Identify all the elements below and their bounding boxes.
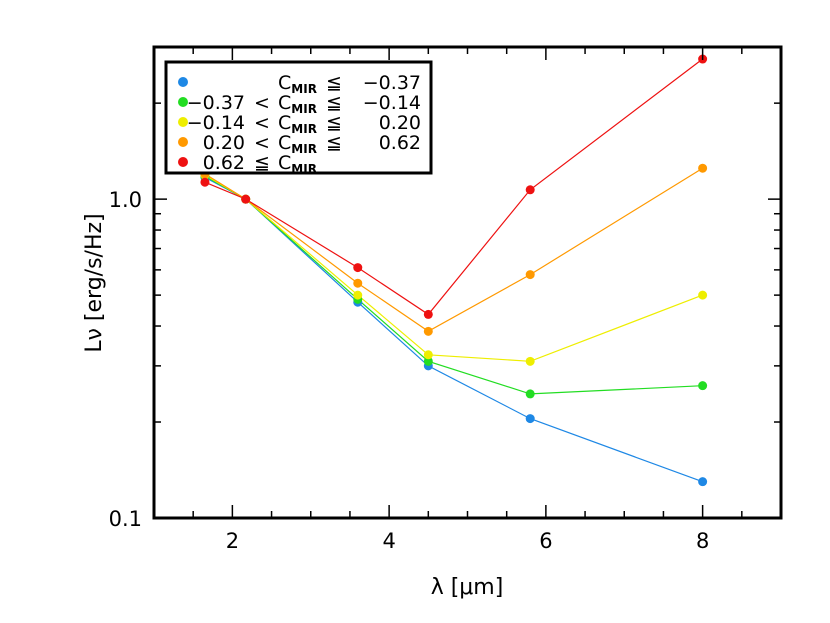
legend-operator: <	[254, 112, 270, 134]
legend: CMIR ≦ −0.37−0.37 < CMIR ≦ −0.14−0.14 < CMIR ≦ 0.2…	[164, 60, 433, 176]
data-point	[200, 177, 210, 187]
legend-operator: ≦	[254, 152, 270, 174]
legend-lower-bound: 0.62	[203, 152, 245, 174]
plot-frame	[152, 45, 783, 520]
y-tick-label: 1.0	[109, 188, 142, 212]
legend-operator: ≦	[326, 132, 342, 154]
legend-symbol-subscript: MIR	[291, 102, 317, 116]
data-point	[423, 326, 433, 336]
series-line	[204, 176, 703, 483]
data-point	[353, 278, 363, 288]
data-point	[353, 263, 363, 273]
x-tick-label: 4	[382, 529, 395, 553]
legend-upper-bound: −0.37	[363, 72, 421, 94]
legend-lower-bound: −0.14	[187, 112, 245, 134]
data-point	[423, 350, 433, 360]
data-point	[525, 356, 535, 366]
legend-marker	[178, 117, 188, 127]
data-point	[698, 381, 708, 391]
x-tick-label: 8	[696, 529, 709, 553]
data-point	[698, 290, 708, 300]
legend-symbol-subscript: MIR	[291, 122, 317, 136]
data-point	[423, 309, 433, 319]
data-point	[525, 270, 535, 280]
legend-upper-bound: −0.14	[363, 92, 421, 114]
legend-symbol-subscript: MIR	[291, 162, 317, 176]
series-line	[204, 58, 703, 316]
data-point	[698, 477, 708, 487]
legend-operator: ≦	[326, 112, 342, 134]
tick-labels-layer: 2 4 6 8 0.1 1.0	[109, 188, 710, 553]
x-axis-label: λ [μm]	[431, 575, 504, 600]
data-point	[353, 290, 363, 300]
y-tick-label: 0.1	[109, 507, 142, 531]
legend-upper-bound: 0.20	[379, 112, 421, 134]
x-tick-label: 2	[226, 529, 239, 553]
legend-symbol-subscript: MIR	[291, 82, 317, 96]
y-axis-label: Lν [erg/s/Hz]	[82, 213, 107, 352]
legend-lower-bound: −0.37	[187, 92, 245, 114]
legend-marker	[178, 137, 188, 147]
legend-operator: ≦	[326, 72, 342, 94]
data-point	[423, 356, 433, 366]
data-point	[241, 194, 251, 204]
legend-marker	[178, 77, 188, 87]
data-point	[525, 389, 535, 399]
series-line	[204, 167, 703, 333]
legend-operator: <	[254, 92, 270, 114]
legend-box	[164, 60, 433, 175]
series-line	[204, 174, 703, 362]
series-line	[204, 175, 703, 395]
x-tick-label: 6	[539, 529, 552, 553]
legend-operator: <	[254, 132, 270, 154]
data-point	[698, 163, 708, 173]
legend-upper-bound: 0.62	[379, 132, 421, 154]
legend-symbol-subscript: MIR	[291, 142, 317, 156]
data-point	[525, 185, 535, 195]
legend-marker	[178, 157, 188, 167]
legend-lower-bound: 0.20	[203, 132, 245, 154]
series-layer	[200, 54, 708, 487]
legend-operator: ≦	[326, 92, 342, 114]
legend-marker	[178, 97, 188, 107]
data-point	[525, 414, 535, 424]
